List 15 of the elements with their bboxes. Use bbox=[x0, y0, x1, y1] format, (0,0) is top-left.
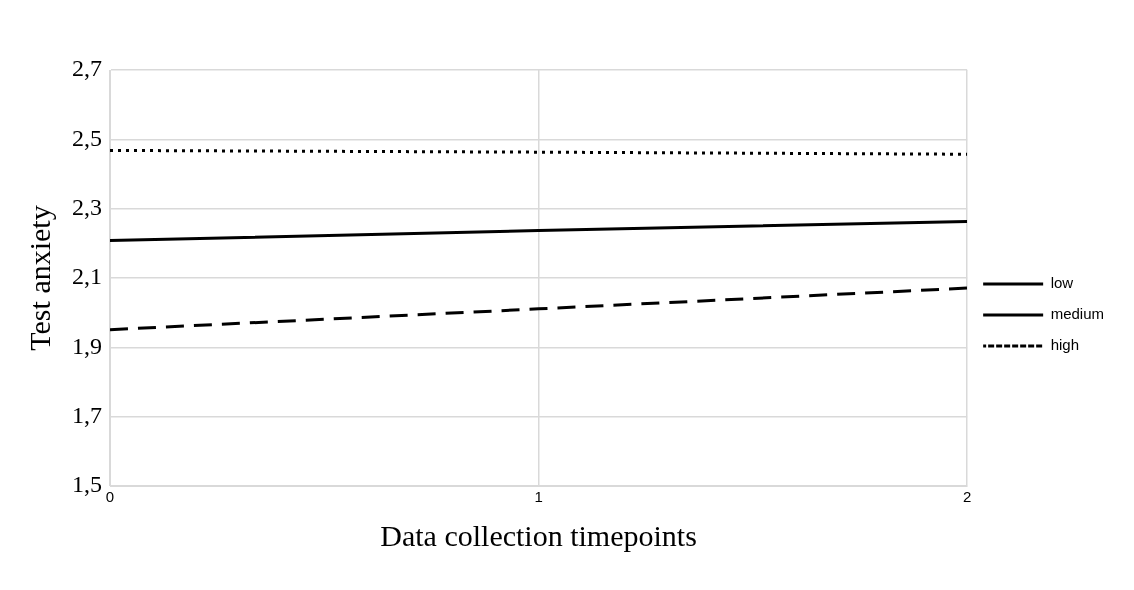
legend-label: high bbox=[1050, 336, 1080, 354]
x-tick-label: 0 bbox=[105, 488, 115, 506]
x-axis-title: Data collection timepoints bbox=[380, 518, 697, 552]
y-tick-label: 1,9 bbox=[72, 332, 102, 359]
y-tick-label: 2,3 bbox=[72, 193, 102, 220]
y-tick-label: 2,7 bbox=[72, 55, 102, 82]
y-tick-label: 1,7 bbox=[72, 401, 102, 428]
legend-label: medium bbox=[1050, 305, 1105, 323]
y-tick-label: 1,5 bbox=[72, 471, 102, 498]
x-tick-label: 1 bbox=[534, 488, 543, 506]
y-tick-label: 2,5 bbox=[72, 124, 102, 151]
y-tick-label: 2,1 bbox=[72, 263, 102, 290]
x-tick-label: 2 bbox=[962, 488, 972, 506]
y-axis-title: Test anxiety bbox=[22, 205, 56, 351]
legend-label: low bbox=[1050, 274, 1074, 292]
